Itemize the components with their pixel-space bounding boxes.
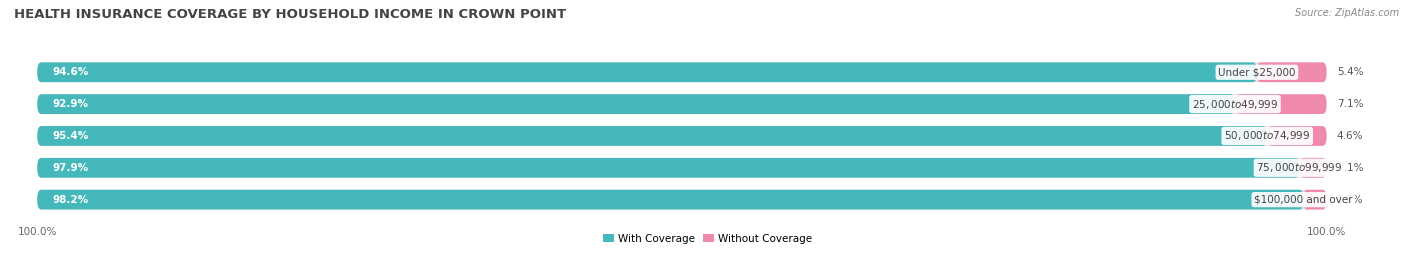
Text: $100,000 and over: $100,000 and over: [1254, 195, 1353, 205]
Text: 1.8%: 1.8%: [1337, 195, 1364, 205]
FancyBboxPatch shape: [1299, 158, 1326, 178]
Text: 94.6%: 94.6%: [53, 67, 89, 77]
Text: 92.9%: 92.9%: [53, 99, 89, 109]
FancyBboxPatch shape: [38, 126, 1267, 146]
FancyBboxPatch shape: [38, 62, 1257, 82]
FancyBboxPatch shape: [1234, 94, 1326, 114]
Text: Source: ZipAtlas.com: Source: ZipAtlas.com: [1295, 8, 1399, 18]
Text: 98.2%: 98.2%: [53, 195, 89, 205]
FancyBboxPatch shape: [1267, 126, 1326, 146]
FancyBboxPatch shape: [1257, 62, 1326, 82]
Text: 5.4%: 5.4%: [1337, 67, 1364, 77]
Text: 97.9%: 97.9%: [53, 163, 89, 173]
FancyBboxPatch shape: [38, 94, 1326, 114]
FancyBboxPatch shape: [38, 62, 1326, 82]
FancyBboxPatch shape: [38, 190, 1303, 210]
Text: $50,000 to $74,999: $50,000 to $74,999: [1225, 129, 1310, 143]
Text: 95.4%: 95.4%: [53, 131, 89, 141]
Text: 4.6%: 4.6%: [1337, 131, 1364, 141]
Text: Under $25,000: Under $25,000: [1218, 67, 1296, 77]
Text: $75,000 to $99,999: $75,000 to $99,999: [1257, 161, 1343, 174]
FancyBboxPatch shape: [38, 158, 1299, 178]
FancyBboxPatch shape: [1303, 190, 1326, 210]
Text: 2.1%: 2.1%: [1337, 163, 1364, 173]
Text: HEALTH INSURANCE COVERAGE BY HOUSEHOLD INCOME IN CROWN POINT: HEALTH INSURANCE COVERAGE BY HOUSEHOLD I…: [14, 8, 567, 21]
Text: $25,000 to $49,999: $25,000 to $49,999: [1192, 98, 1278, 111]
Legend: With Coverage, Without Coverage: With Coverage, Without Coverage: [599, 229, 817, 248]
Text: 7.1%: 7.1%: [1337, 99, 1364, 109]
FancyBboxPatch shape: [38, 190, 1326, 210]
FancyBboxPatch shape: [38, 158, 1326, 178]
FancyBboxPatch shape: [38, 94, 1234, 114]
FancyBboxPatch shape: [38, 126, 1326, 146]
